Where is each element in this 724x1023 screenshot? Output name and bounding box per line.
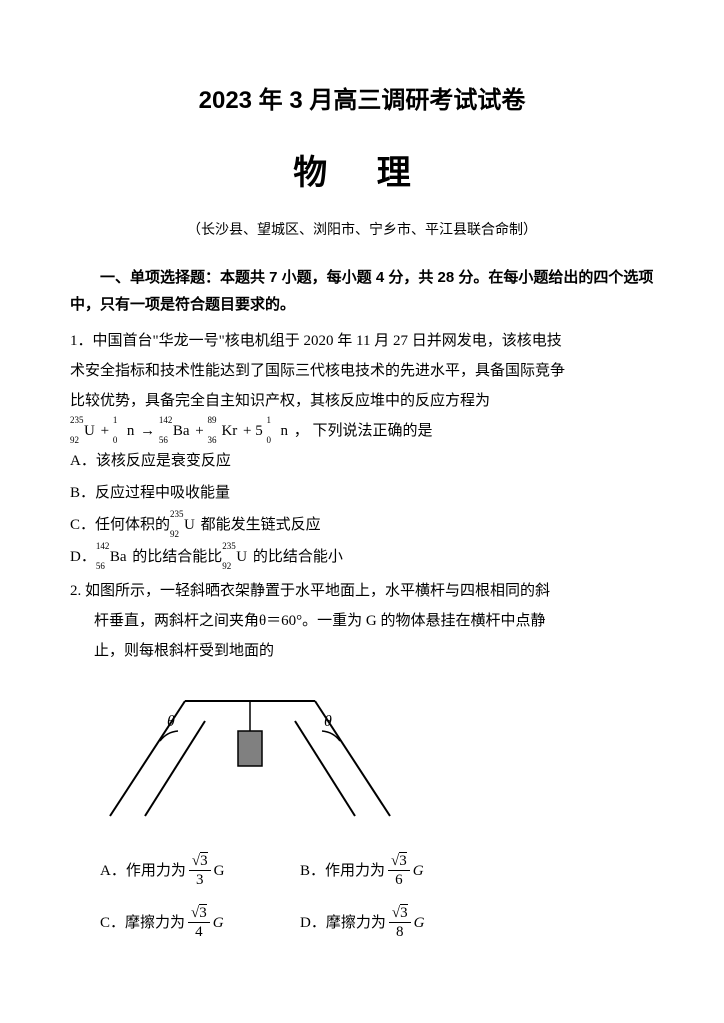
q2-line1: 2. 如图所示，一轻斜晒衣架静置于水平地面上，水平横杆与四根相同的斜 (70, 576, 654, 606)
q2-diagram: θ θ (100, 676, 654, 837)
nuclide-u235-d: 23592U (222, 542, 247, 572)
q1-text1: 中国首台"华龙一号"核电机组于 2020 年 11 月 27 日并网发电，该核电… (93, 333, 562, 349)
q2-prefix: 2. (70, 583, 81, 599)
q1-line1: 1．中国首台"华龙一号"核电机组于 2020 年 11 月 27 日并网发电，该… (70, 326, 654, 356)
q1-option-c: C．任何体积的23592U 都能发生链式反应 (70, 510, 654, 540)
q2-option-c: C．摩擦力为 √34 G (100, 904, 300, 941)
nuclide-ba142: 14256Ba (159, 416, 190, 446)
q1-line2: 术安全指标和技术性能达到了国际三代核电技术的先进水平，具备国际竞争 (70, 356, 654, 386)
nuclide-kr89: 8936Kr (207, 416, 237, 446)
question-1: 1．中国首台"华龙一号"核电机组于 2020 年 11 月 27 日并网发电，该… (70, 326, 654, 572)
q2-option-a: A．作用力为 √33 G (100, 852, 300, 889)
q1-option-d: D．14256Ba 的比结合能比23592U 的比结合能小 (70, 542, 654, 572)
q2-line3: 止，则每根斜杆受到地面的 (70, 636, 654, 666)
q1-eq-suffix: ， 下列说法正确的是 (294, 423, 433, 439)
q2-option-d: D．摩擦力为 √38 G (300, 904, 500, 941)
nuclide-u235: 23592U (70, 416, 95, 446)
nuclide-n: 10n (113, 416, 135, 446)
q2-option-b: B．作用力为 √36 G (300, 852, 500, 889)
q1-option-a: A．该核反应是衰变反应 (70, 446, 654, 476)
q1-equation: 23592U + 10n → 14256Ba + 8936Kr + 5 10n … (70, 416, 654, 446)
q2-line2: 杆垂直，两斜杆之间夹角θ＝60°。一重为 G 的物体悬挂在横杆中点静 (70, 606, 654, 636)
question-2: 2. 如图所示，一轻斜晒衣架静置于水平地面上，水平横杆与四根相同的斜 杆垂直，两… (70, 576, 654, 941)
q2-options-row2: C．摩擦力为 √34 G D．摩擦力为 √38 G (100, 904, 654, 941)
q2-text1: 如图所示，一轻斜晒衣架静置于水平地面上，水平横杆与四根相同的斜 (85, 583, 550, 599)
title-subject: 物 理 (70, 145, 654, 194)
subtitle: （长沙县、望城区、浏阳市、宁乡市、平江县联合命制） (70, 219, 654, 239)
q1-line3: 比较优势，具备完全自主知识产权，其核反应堆中的反应方程为 (70, 386, 654, 416)
nuclide-n2: 10n (267, 416, 289, 446)
q1-option-b: B．反应过程中吸收能量 (70, 478, 654, 508)
nuclide-ba142-d: 14256Ba (96, 542, 127, 572)
theta-left: θ (167, 713, 175, 730)
title-main: 2023 年 3 月高三调研考试试卷 (70, 80, 654, 115)
section-header: 一、单项选择题：本题共 7 小题，每小题 4 分，共 28 分。在每小题给出的四… (70, 264, 654, 318)
theta-right: θ (324, 713, 332, 730)
q2-options-row1: A．作用力为 √33 G B．作用力为 √36 G (100, 852, 654, 889)
q1-prefix: 1． (70, 333, 93, 349)
nuclide-u235-c: 23592U (170, 510, 195, 540)
